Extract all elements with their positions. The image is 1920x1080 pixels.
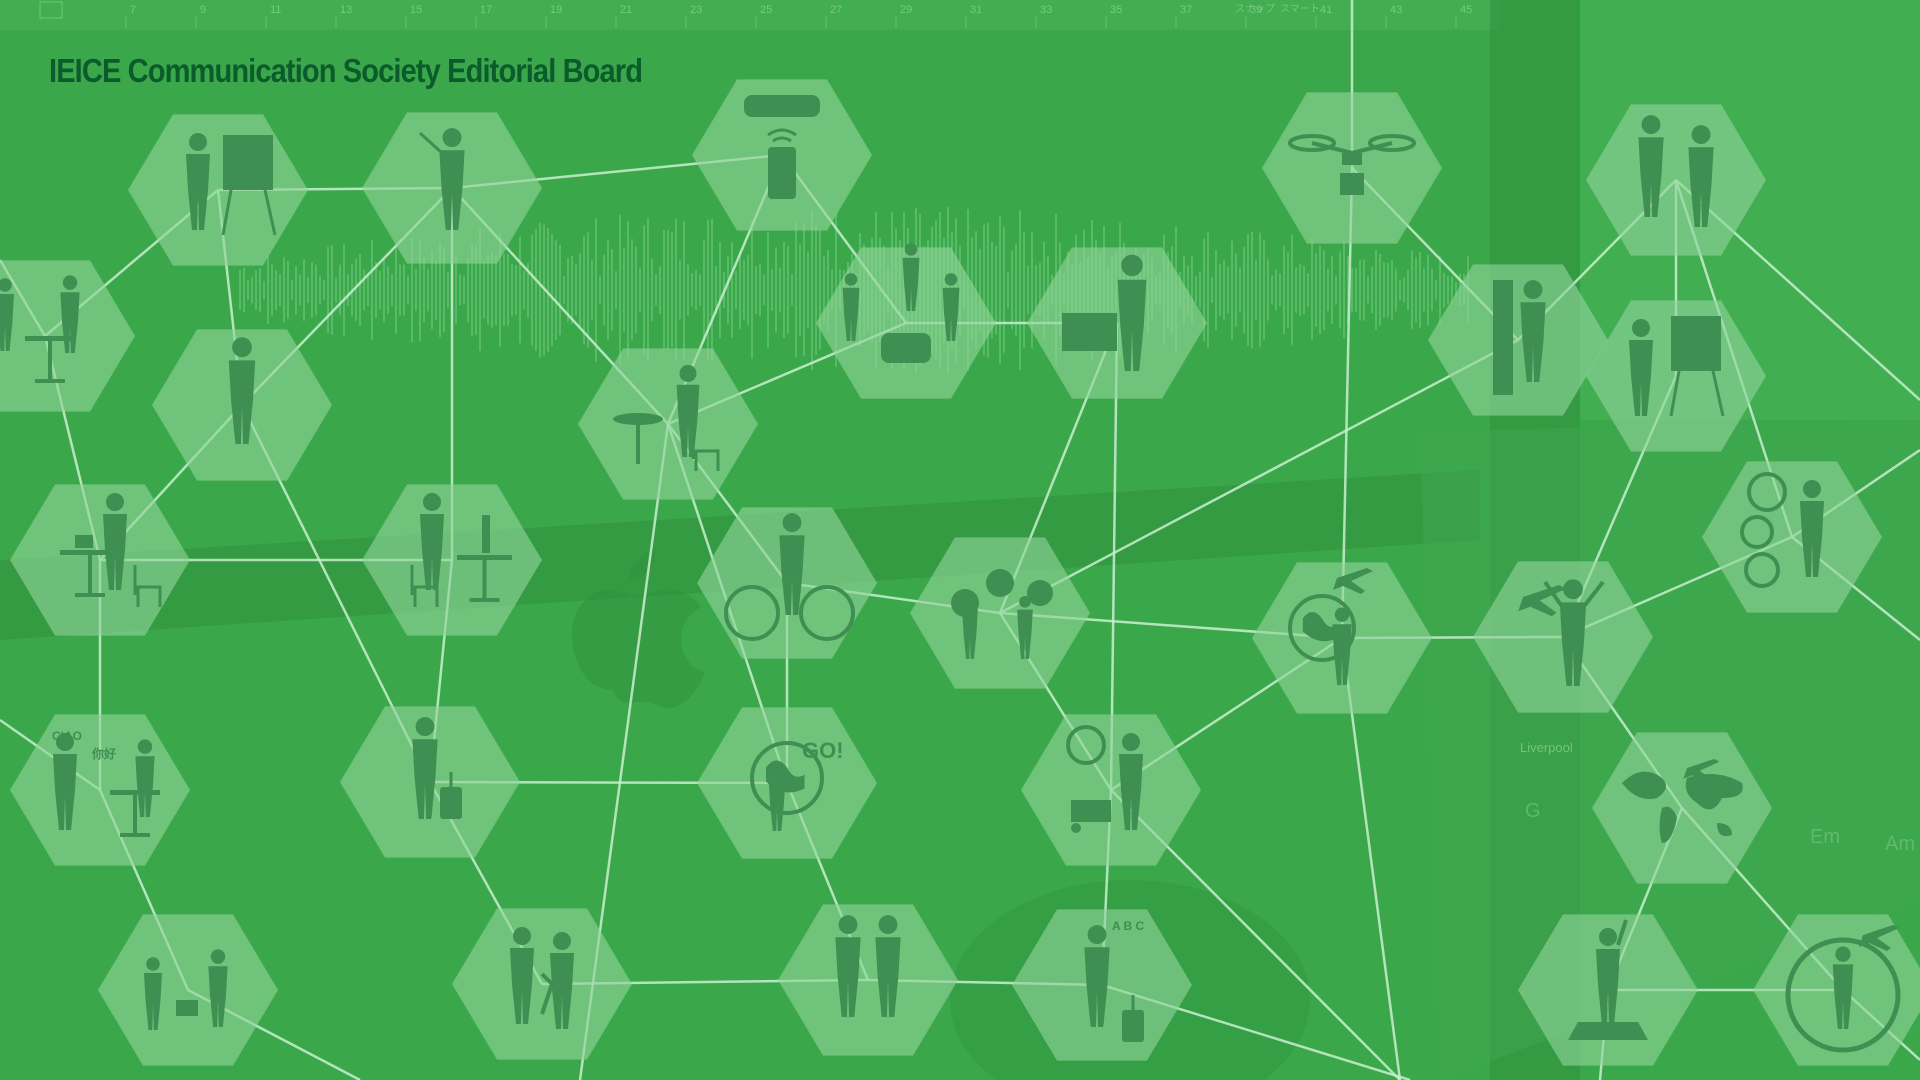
hexagon-tile bbox=[10, 484, 190, 636]
apple-logo-icon bbox=[572, 550, 705, 708]
global-doctor-icon bbox=[1066, 725, 1143, 833]
hexagon-tile bbox=[98, 914, 278, 1066]
exchange-gift-icon bbox=[144, 949, 228, 1030]
ruler-number: 23 bbox=[690, 4, 702, 16]
network-link bbox=[1109, 322, 1119, 791]
ruler-number: 15 bbox=[410, 4, 422, 16]
bg-pane-value: スマート bbox=[1280, 4, 1320, 15]
ruler-number: 13 bbox=[340, 4, 352, 16]
multilingual-chat-icon bbox=[951, 569, 1053, 659]
statue-of-liberty-icon bbox=[1568, 919, 1648, 1040]
ruler-number: 27 bbox=[830, 4, 842, 16]
hexagon-tile bbox=[10, 714, 190, 866]
ruler-number: 37 bbox=[1180, 4, 1192, 16]
bookshelf-reader-icon bbox=[1493, 280, 1546, 395]
ruler-number: 43 bbox=[1390, 4, 1402, 16]
hexagon-tile bbox=[1592, 732, 1772, 884]
ruler-number: 33 bbox=[1040, 4, 1052, 16]
hexagon-tile bbox=[452, 908, 632, 1060]
speech-ciao-text: CIAO bbox=[52, 729, 82, 743]
ride-share-icon bbox=[842, 243, 960, 363]
go-text: GO! bbox=[802, 738, 844, 763]
hexagon-tiles bbox=[0, 79, 1920, 1066]
abc-traveler-icon: A B C bbox=[1084, 919, 1145, 1042]
headset-operator-icon bbox=[410, 493, 512, 607]
bg-key-g: G bbox=[1525, 800, 1541, 822]
hexagon-tile bbox=[1586, 104, 1766, 256]
ruler-number: 9 bbox=[200, 4, 206, 16]
cafe-phone-icon bbox=[613, 364, 720, 471]
standing-man-icon bbox=[228, 337, 256, 444]
cyclist-icon bbox=[724, 513, 855, 641]
ruler-number: 21 bbox=[620, 4, 632, 16]
abc-text: A B C bbox=[1112, 919, 1145, 933]
ruler-number: 41 bbox=[1320, 4, 1332, 16]
drone-delivery-icon bbox=[1288, 134, 1416, 195]
network-link bbox=[999, 338, 1519, 615]
presenter-board-icon bbox=[186, 133, 277, 236]
network-link bbox=[1340, 167, 1354, 639]
world-map-traveler-icon: GO! bbox=[750, 738, 844, 831]
ruler-number: 29 bbox=[900, 4, 912, 16]
ruler-number: 19 bbox=[550, 4, 562, 16]
bg-key-em: Em bbox=[1810, 826, 1840, 848]
travel-services-icon bbox=[1740, 472, 1824, 588]
meeting-table-icon bbox=[0, 275, 80, 383]
bg-pane-label: スナップ bbox=[1235, 3, 1275, 15]
travel-agent-icon bbox=[1288, 568, 1373, 685]
laptop-worker-icon bbox=[60, 493, 162, 607]
woman-pointer-icon bbox=[418, 128, 465, 230]
ruler-number: 45 bbox=[1460, 4, 1472, 16]
flight-reader-icon bbox=[1785, 925, 1901, 1053]
ruler-button bbox=[39, 1, 63, 19]
taxi-phone-icon bbox=[744, 95, 820, 199]
translation-dialog-icon: CIAO 你好 bbox=[52, 729, 160, 837]
ruler-number: 35 bbox=[1110, 4, 1122, 16]
hexagon-tile bbox=[1021, 714, 1201, 866]
woman-presenter-icon bbox=[1629, 316, 1725, 417]
traveler-luggage-icon bbox=[412, 717, 462, 819]
ruler-number: 17 bbox=[480, 4, 492, 16]
hexagon-tile bbox=[1428, 264, 1608, 416]
hexagon-tile bbox=[578, 348, 758, 500]
hexagon-tile bbox=[362, 484, 542, 636]
ruler-number: 7 bbox=[130, 4, 136, 16]
business-handshake-icon bbox=[1638, 115, 1714, 227]
uk-porter-icon bbox=[1622, 759, 1743, 843]
hexagon-tile bbox=[778, 904, 958, 1056]
hexagon-tile bbox=[1702, 461, 1882, 613]
ruler-number: 39 bbox=[1250, 4, 1262, 16]
ruler-number: 31 bbox=[970, 4, 982, 16]
jumping-traveler-icon bbox=[1518, 579, 1605, 686]
ruler-number: 25 bbox=[760, 4, 772, 16]
tourist-couple-icon bbox=[835, 915, 901, 1017]
speech-nihao-text: 你好 bbox=[91, 746, 116, 761]
silhouette-icons: CIAO 你好 GO! A B C bbox=[0, 95, 1901, 1053]
businessman-map-icon bbox=[1062, 254, 1147, 371]
timeline-ruler: 7 9 11 13 15 17 19 21 23 25 27 29 31 33 35 37 39 41 43 45 bbox=[39, 1, 1472, 28]
bg-key-am: Am bbox=[1885, 833, 1915, 855]
hexagon-tile bbox=[1262, 92, 1442, 244]
ruler-number: 11 bbox=[270, 4, 281, 16]
hexagon-tile bbox=[910, 537, 1090, 689]
page-title: IEICE Communication Society Editorial Bo… bbox=[49, 52, 643, 89]
go-globe-icon bbox=[510, 927, 574, 1029]
bg-track-label: Liverpool bbox=[1520, 740, 1573, 755]
